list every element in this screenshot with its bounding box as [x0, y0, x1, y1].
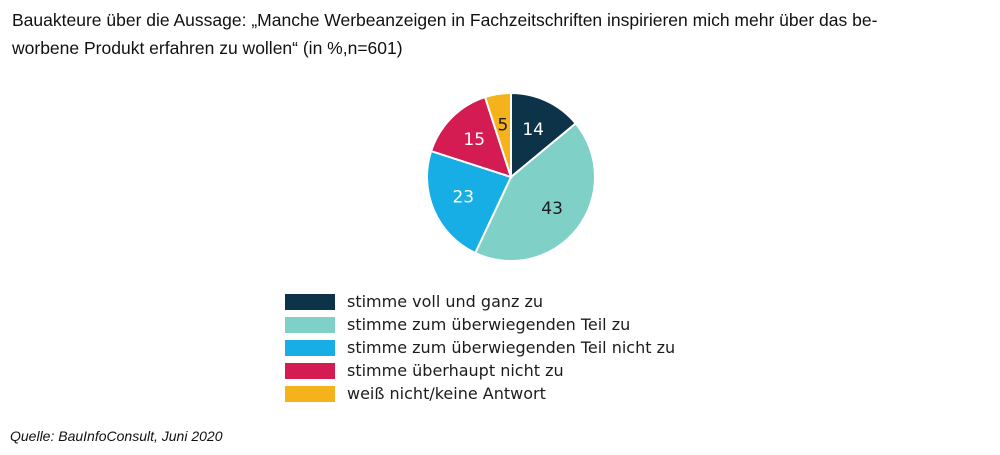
legend-swatch	[285, 293, 335, 310]
legend-label: weiß nicht/keine Antwort	[347, 384, 546, 403]
chart-title-line-2: worbene Produkt erfahren zu wollen“ (in …	[12, 38, 403, 58]
legend-item: stimme überhaupt nicht zu	[285, 359, 675, 382]
legend-label: stimme zum überwiegenden Teil nicht zu	[347, 338, 676, 357]
legend-swatch	[285, 316, 335, 333]
chart-legend: stimme voll und ganz zu stimme zum überwi…	[285, 290, 675, 405]
legend-label: stimme überhaupt nicht zu	[347, 361, 564, 380]
pie-slice	[483, 91, 512, 178]
chart-title: Bauakteure über die Aussage: „Manche Wer…	[12, 6, 992, 62]
pie-slice-label: 15	[463, 130, 485, 150]
source-note: Quelle: BauInfoConsult, Juni 2020	[10, 428, 223, 444]
legend-item: stimme voll und ganz zu	[285, 290, 675, 313]
legend-item: stimme zum überwiegenden Teil nicht zu	[285, 336, 675, 359]
pie-slices	[426, 91, 596, 263]
legend-label: stimme zum überwiegenden Teil zu	[347, 315, 631, 334]
legend-swatch	[285, 385, 335, 402]
pie-slice-label: 14	[522, 120, 544, 140]
pie-slice	[510, 91, 578, 180]
chart-title-line-1: Bauakteure über die Aussage: „Manche Wer…	[12, 10, 878, 30]
legend-swatch	[285, 339, 335, 356]
legend-swatch	[285, 362, 335, 379]
pie-slice	[473, 122, 596, 263]
pie-slice	[426, 149, 513, 255]
pie-slice-label: 43	[541, 199, 563, 219]
pie-slice-label: 23	[452, 188, 474, 208]
legend-item: stimme zum überwiegenden Teil zu	[285, 313, 675, 336]
legend-label: stimme voll und ganz zu	[347, 292, 544, 311]
pie-slice-labels: 14 43 23 15 5	[452, 116, 562, 219]
pie-slice-label: 5	[497, 116, 508, 136]
legend-item: weiß nicht/keine Antwort	[285, 382, 675, 405]
